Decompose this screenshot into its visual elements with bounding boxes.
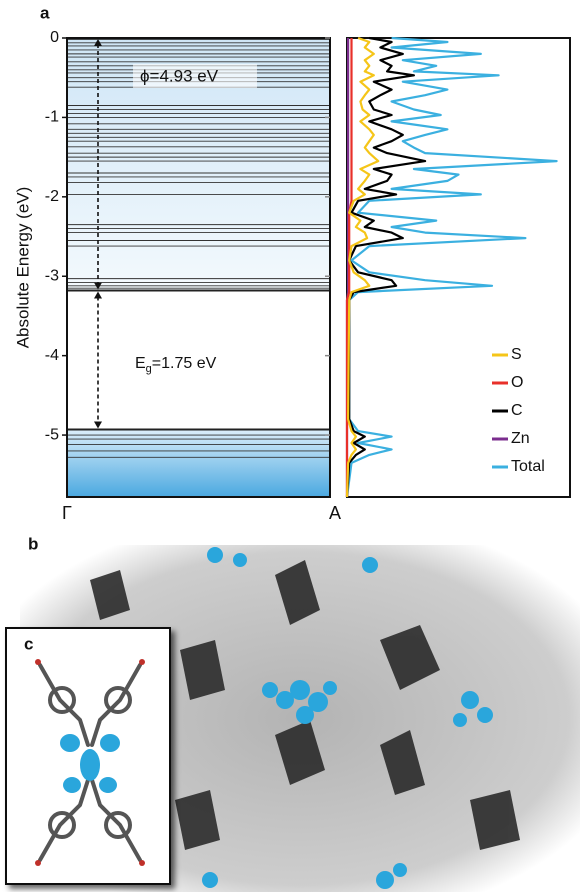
panel-label: c: [24, 634, 33, 653]
band-frame: [66, 37, 331, 498]
y-tick-label: -3: [45, 267, 59, 284]
panel-label: a: [40, 3, 50, 22]
dos-line: [345, 38, 353, 497]
legend-label: C: [511, 402, 523, 419]
legend-label: S: [511, 346, 522, 363]
legend-label: O: [511, 374, 523, 391]
y-tick-label: -5: [45, 426, 59, 443]
molecule-inset: [5, 627, 171, 885]
gap-label-sub: g: [146, 363, 152, 375]
chart: ϕ=4.93 eV Eg=1.75 eV 0 -1 -2 -3 -4 -5 Absolute E…: [13, 3, 571, 523]
dos-line: [345, 36, 427, 498]
arrow-head: [94, 421, 102, 429]
x-tick-label: A: [329, 503, 341, 523]
gap-label: Eg=1.75 eV: [135, 355, 217, 375]
phi-label: ϕ=4.93 eV: [140, 66, 219, 85]
legend-label: Total: [511, 458, 545, 475]
y-tick-label: -2: [45, 188, 59, 205]
panel-label: b: [28, 534, 38, 553]
x-tick-label: Γ: [62, 503, 72, 523]
legend-label: Zn: [511, 430, 530, 447]
arrow-head: [94, 291, 102, 299]
dos-line: [345, 36, 380, 498]
arrow-head: [94, 282, 102, 290]
gap-label-main: E: [135, 355, 146, 372]
y-tick-label: -1: [45, 109, 59, 126]
valence-shade: [67, 429, 330, 497]
dos-frame: [346, 37, 571, 498]
y-tick-label: -4: [45, 347, 59, 364]
y-tick-label: 0: [50, 29, 59, 46]
dos-line: [345, 36, 558, 498]
y-axis-label: Absolute Energy (eV): [13, 187, 32, 349]
gap-label-rest: =1.75 eV: [152, 355, 217, 372]
arrow-head: [94, 39, 102, 46]
label-bg: [133, 64, 257, 88]
